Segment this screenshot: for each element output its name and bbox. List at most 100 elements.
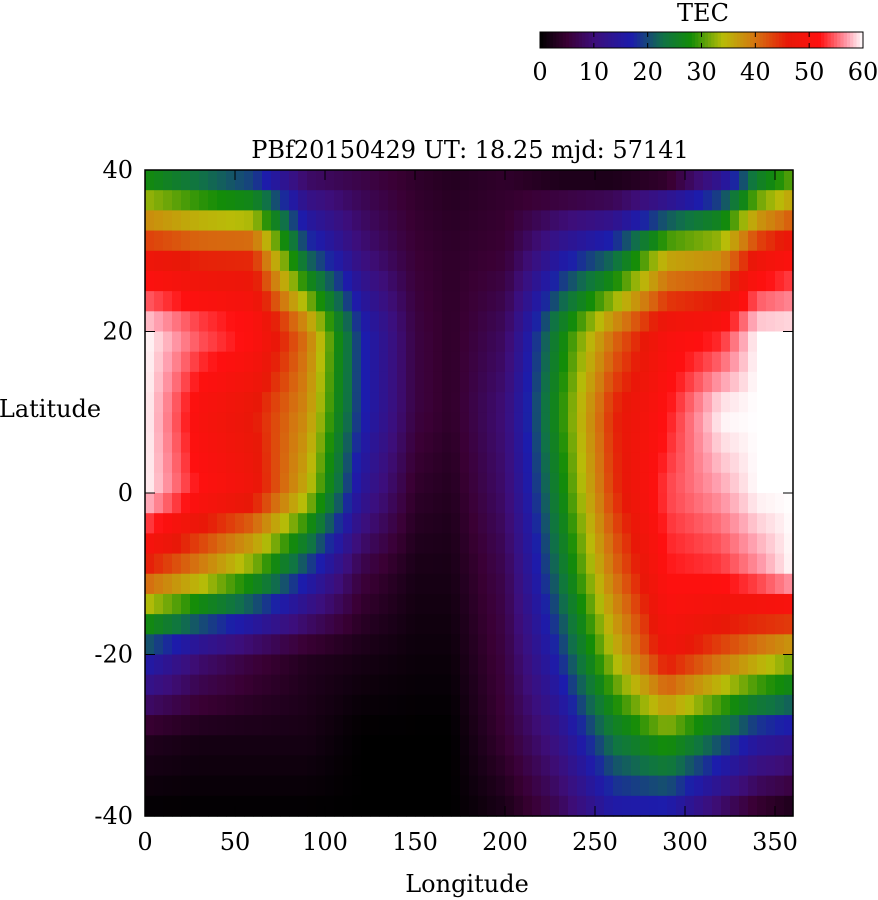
heatmap-cell xyxy=(685,452,695,474)
heatmap-cell xyxy=(685,472,695,494)
heatmap-cell xyxy=(253,311,263,333)
heatmap-cell xyxy=(487,351,497,373)
heatmap-cell xyxy=(163,311,173,333)
heatmap-cell xyxy=(748,493,758,514)
heatmap-cell xyxy=(226,371,236,393)
heatmap-cell xyxy=(334,795,344,817)
heatmap-cell xyxy=(352,755,362,777)
heatmap-cell xyxy=(343,472,353,494)
heatmap-cell xyxy=(217,230,227,252)
heatmap-cell xyxy=(415,270,425,292)
heatmap-cell xyxy=(712,190,722,211)
heatmap-cell xyxy=(469,432,479,454)
heatmap-cell xyxy=(469,291,479,312)
heatmap-cell xyxy=(685,493,695,514)
heatmap-cell xyxy=(694,270,704,292)
heatmap-cell xyxy=(649,230,659,252)
heatmap-cell xyxy=(406,775,416,797)
heatmap-cell xyxy=(388,614,398,635)
heatmap-cell xyxy=(163,230,173,252)
heatmap-cell xyxy=(172,210,182,232)
heatmap-cell xyxy=(406,735,416,757)
heatmap-cell xyxy=(181,715,191,736)
heatmap-cell xyxy=(451,513,461,534)
heatmap-cell xyxy=(703,270,713,292)
heatmap-cell xyxy=(352,533,362,555)
heatmap-cell xyxy=(244,634,254,656)
heatmap-cell xyxy=(307,715,317,736)
heatmap-cell xyxy=(739,452,749,474)
heatmap-cell xyxy=(181,694,191,716)
heatmap-cell xyxy=(199,351,209,373)
heatmap-cell xyxy=(658,412,668,434)
heatmap-cell xyxy=(631,412,641,434)
heatmap-cell xyxy=(352,392,362,413)
heatmap-cell xyxy=(163,795,173,817)
heatmap-cell xyxy=(199,371,209,393)
heatmap-cell xyxy=(298,311,308,333)
heatmap-cell xyxy=(415,573,425,595)
heatmap-cell xyxy=(694,432,704,454)
heatmap-cell xyxy=(523,795,533,817)
colorbar-swatch xyxy=(730,32,735,48)
heatmap-cell xyxy=(685,715,695,736)
heatmap-cell xyxy=(505,553,515,575)
heatmap-cell xyxy=(730,593,740,615)
heatmap-cell xyxy=(271,230,281,252)
heatmap-cell xyxy=(181,291,191,312)
heatmap-cell xyxy=(172,351,182,373)
heatmap-cell xyxy=(217,553,227,575)
colorbar-swatch xyxy=(772,32,777,48)
heatmap-cell xyxy=(604,573,614,595)
heatmap-cell xyxy=(199,654,209,676)
heatmap-cell xyxy=(379,553,389,575)
heatmap-cell xyxy=(496,250,506,272)
heatmap-cell xyxy=(775,573,785,595)
colorbar-swatch xyxy=(824,32,829,48)
heatmap-cell xyxy=(424,371,434,393)
x-tick-label: 350 xyxy=(752,828,798,856)
heatmap-cell xyxy=(676,210,686,232)
heatmap-cell xyxy=(703,311,713,333)
heatmap-cell xyxy=(433,654,443,676)
heatmap-cell xyxy=(361,392,371,413)
heatmap-cell xyxy=(325,432,335,454)
heatmap-cell xyxy=(343,715,353,736)
heatmap-cell xyxy=(271,412,281,434)
heatmap-cell xyxy=(388,593,398,615)
heatmap-cell xyxy=(154,795,164,817)
heatmap-cell xyxy=(460,190,470,211)
heatmap-cell xyxy=(766,371,776,393)
heatmap-cell xyxy=(289,210,299,232)
heatmap-cell xyxy=(388,210,398,232)
heatmap-cell xyxy=(541,654,551,676)
heatmap-cell xyxy=(523,755,533,777)
heatmap-cell xyxy=(451,170,461,191)
heatmap-cell xyxy=(667,715,677,736)
heatmap-cell xyxy=(532,331,542,353)
heatmap-cell xyxy=(388,170,398,191)
heatmap-cell xyxy=(487,694,497,716)
heatmap-cell xyxy=(307,351,317,373)
heatmap-cell xyxy=(712,634,722,656)
heatmap-cell xyxy=(343,493,353,514)
heatmap-cell xyxy=(550,654,560,676)
heatmap-cell xyxy=(217,190,227,211)
heatmap-cell xyxy=(343,331,353,353)
heatmap-cell xyxy=(577,513,587,534)
heatmap-cell xyxy=(721,614,731,635)
heatmap-cell xyxy=(361,270,371,292)
heatmap-cell xyxy=(658,170,668,191)
heatmap-cell xyxy=(280,331,290,353)
heatmap-cell xyxy=(577,291,587,312)
heatmap-cell xyxy=(343,553,353,575)
heatmap-cell xyxy=(559,573,569,595)
heatmap-cell xyxy=(280,573,290,595)
heatmap-cell xyxy=(397,392,407,413)
heatmap-cell xyxy=(604,230,614,252)
heatmap-cell xyxy=(505,694,515,716)
heatmap-cell xyxy=(658,694,668,716)
colorbar-swatch xyxy=(688,32,693,48)
heatmap-cell xyxy=(568,674,578,696)
heatmap-cell xyxy=(658,735,668,757)
